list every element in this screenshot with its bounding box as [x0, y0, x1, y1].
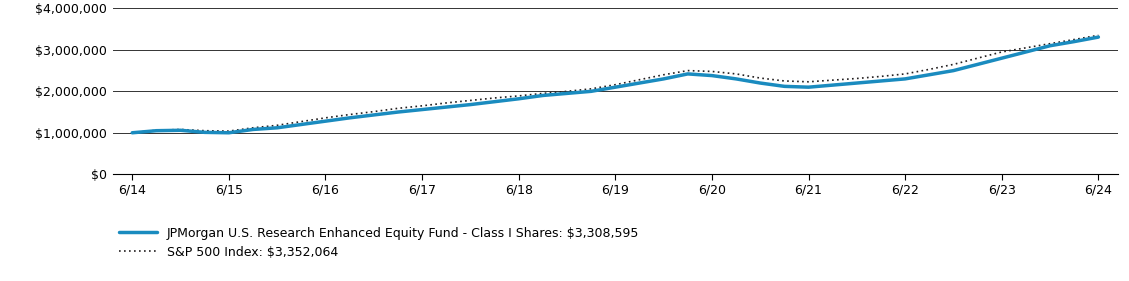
JPMorgan U.S. Research Enhanced Equity Fund - Class I Shares: $3,308,595: (0.5, 1.06e+06): $3,308,595: (0.5, 1.06e+06) — [174, 129, 187, 132]
S&P 500 Index: $3,352,064: (3, 1.65e+06): $3,352,064: (3, 1.65e+06) — [415, 104, 429, 108]
JPMorgan U.S. Research Enhanced Equity Fund - Class I Shares: $3,308,595: (6, 2.38e+06): $3,308,595: (6, 2.38e+06) — [706, 74, 719, 77]
S&P 500 Index: $3,352,064: (2.75, 1.59e+06): $3,352,064: (2.75, 1.59e+06) — [391, 106, 404, 110]
JPMorgan U.S. Research Enhanced Equity Fund - Class I Shares: $3,308,595: (5.75, 2.42e+06): $3,308,595: (5.75, 2.42e+06) — [681, 72, 694, 76]
S&P 500 Index: $3,352,064: (1.75, 1.27e+06): $3,352,064: (1.75, 1.27e+06) — [295, 120, 308, 123]
JPMorgan U.S. Research Enhanced Equity Fund - Class I Shares: $3,308,595: (0, 1e+06): $3,308,595: (0, 1e+06) — [125, 131, 139, 135]
S&P 500 Index: $3,352,064: (9, 2.95e+06): $3,352,064: (9, 2.95e+06) — [995, 50, 1008, 54]
JPMorgan U.S. Research Enhanced Equity Fund - Class I Shares: $3,308,595: (4.5, 1.95e+06): $3,308,595: (4.5, 1.95e+06) — [560, 92, 574, 95]
JPMorgan U.S. Research Enhanced Equity Fund - Class I Shares: $3,308,595: (0.75, 1.01e+06): $3,308,595: (0.75, 1.01e+06) — [198, 131, 211, 134]
Line: S&P 500 Index: $3,352,064: S&P 500 Index: $3,352,064 — [132, 35, 1099, 133]
JPMorgan U.S. Research Enhanced Equity Fund - Class I Shares: $3,308,595: (8, 2.3e+06): $3,308,595: (8, 2.3e+06) — [899, 77, 912, 81]
JPMorgan U.S. Research Enhanced Equity Fund - Class I Shares: $3,308,595: (2.25, 1.36e+06): $3,308,595: (2.25, 1.36e+06) — [343, 116, 357, 119]
JPMorgan U.S. Research Enhanced Equity Fund - Class I Shares: $3,308,595: (3.75, 1.75e+06): $3,308,595: (3.75, 1.75e+06) — [488, 100, 501, 103]
S&P 500 Index: $3,352,064: (8.75, 2.8e+06): $3,352,064: (8.75, 2.8e+06) — [971, 56, 984, 60]
JPMorgan U.S. Research Enhanced Equity Fund - Class I Shares: $3,308,595: (1.5, 1.12e+06): $3,308,595: (1.5, 1.12e+06) — [270, 126, 283, 130]
JPMorgan U.S. Research Enhanced Equity Fund - Class I Shares: $3,308,595: (0.25, 1.05e+06): $3,308,595: (0.25, 1.05e+06) — [150, 129, 164, 132]
S&P 500 Index: $3,352,064: (10, 3.35e+06): $3,352,064: (10, 3.35e+06) — [1092, 34, 1105, 37]
JPMorgan U.S. Research Enhanced Equity Fund - Class I Shares: $3,308,595: (1.75, 1.2e+06): $3,308,595: (1.75, 1.2e+06) — [295, 123, 308, 126]
JPMorgan U.S. Research Enhanced Equity Fund - Class I Shares: $3,308,595: (6.25, 2.3e+06): $3,308,595: (6.25, 2.3e+06) — [729, 77, 743, 81]
S&P 500 Index: $3,352,064: (6.5, 2.32e+06): $3,352,064: (6.5, 2.32e+06) — [753, 76, 767, 80]
Legend: JPMorgan U.S. Research Enhanced Equity Fund - Class I Shares: $3,308,595, S&P 50: JPMorgan U.S. Research Enhanced Equity F… — [120, 227, 639, 259]
JPMorgan U.S. Research Enhanced Equity Fund - Class I Shares: $3,308,595: (2.75, 1.5e+06): $3,308,595: (2.75, 1.5e+06) — [391, 110, 404, 114]
S&P 500 Index: $3,352,064: (6, 2.48e+06): $3,352,064: (6, 2.48e+06) — [706, 70, 719, 73]
JPMorgan U.S. Research Enhanced Equity Fund - Class I Shares: $3,308,595: (4.75, 2e+06): $3,308,595: (4.75, 2e+06) — [585, 90, 598, 93]
JPMorgan U.S. Research Enhanced Equity Fund - Class I Shares: $3,308,595: (2.5, 1.43e+06): $3,308,595: (2.5, 1.43e+06) — [367, 113, 380, 117]
S&P 500 Index: $3,352,064: (3.75, 1.84e+06): $3,352,064: (3.75, 1.84e+06) — [488, 96, 501, 100]
S&P 500 Index: $3,352,064: (3.5, 1.78e+06): $3,352,064: (3.5, 1.78e+06) — [464, 99, 478, 102]
JPMorgan U.S. Research Enhanced Equity Fund - Class I Shares: $3,308,595: (9.5, 3.1e+06): $3,308,595: (9.5, 3.1e+06) — [1043, 44, 1057, 47]
S&P 500 Index: $3,352,064: (7, 2.23e+06): $3,352,064: (7, 2.23e+06) — [802, 80, 815, 83]
S&P 500 Index: $3,352,064: (1, 1.04e+06): $3,352,064: (1, 1.04e+06) — [222, 130, 236, 133]
JPMorgan U.S. Research Enhanced Equity Fund - Class I Shares: $3,308,595: (9, 2.8e+06): $3,308,595: (9, 2.8e+06) — [995, 56, 1008, 60]
S&P 500 Index: $3,352,064: (2.25, 1.44e+06): $3,352,064: (2.25, 1.44e+06) — [343, 113, 357, 116]
S&P 500 Index: $3,352,064: (2.5, 1.51e+06): $3,352,064: (2.5, 1.51e+06) — [367, 110, 380, 113]
JPMorgan U.S. Research Enhanced Equity Fund - Class I Shares: $3,308,595: (8.25, 2.4e+06): $3,308,595: (8.25, 2.4e+06) — [922, 73, 936, 76]
JPMorgan U.S. Research Enhanced Equity Fund - Class I Shares: $3,308,595: (10, 3.31e+06): $3,308,595: (10, 3.31e+06) — [1092, 35, 1105, 39]
S&P 500 Index: $3,352,064: (8, 2.42e+06): $3,352,064: (8, 2.42e+06) — [899, 72, 912, 76]
S&P 500 Index: $3,352,064: (0.25, 1.06e+06): $3,352,064: (0.25, 1.06e+06) — [150, 129, 164, 132]
S&P 500 Index: $3,352,064: (3.25, 1.72e+06): $3,352,064: (3.25, 1.72e+06) — [439, 101, 453, 105]
JPMorgan U.S. Research Enhanced Equity Fund - Class I Shares: $3,308,595: (3, 1.56e+06): $3,308,595: (3, 1.56e+06) — [415, 108, 429, 111]
JPMorgan U.S. Research Enhanced Equity Fund - Class I Shares: $3,308,595: (7.5, 2.2e+06): $3,308,595: (7.5, 2.2e+06) — [850, 81, 864, 85]
JPMorgan U.S. Research Enhanced Equity Fund - Class I Shares: $3,308,595: (4, 1.82e+06): $3,308,595: (4, 1.82e+06) — [511, 97, 525, 101]
S&P 500 Index: $3,352,064: (8.25, 2.53e+06): $3,352,064: (8.25, 2.53e+06) — [922, 68, 936, 71]
JPMorgan U.S. Research Enhanced Equity Fund - Class I Shares: $3,308,595: (7, 2.1e+06): $3,308,595: (7, 2.1e+06) — [802, 85, 815, 89]
S&P 500 Index: $3,352,064: (4, 1.89e+06): $3,352,064: (4, 1.89e+06) — [511, 94, 525, 98]
S&P 500 Index: $3,352,064: (1.5, 1.18e+06): $3,352,064: (1.5, 1.18e+06) — [270, 124, 283, 127]
S&P 500 Index: $3,352,064: (6.75, 2.25e+06): $3,352,064: (6.75, 2.25e+06) — [778, 79, 791, 83]
JPMorgan U.S. Research Enhanced Equity Fund - Class I Shares: $3,308,595: (6.5, 2.2e+06): $3,308,595: (6.5, 2.2e+06) — [753, 81, 767, 85]
JPMorgan U.S. Research Enhanced Equity Fund - Class I Shares: $3,308,595: (3.25, 1.62e+06): $3,308,595: (3.25, 1.62e+06) — [439, 105, 453, 109]
S&P 500 Index: $3,352,064: (8.5, 2.65e+06): $3,352,064: (8.5, 2.65e+06) — [947, 63, 961, 66]
S&P 500 Index: $3,352,064: (0, 1e+06): $3,352,064: (0, 1e+06) — [125, 131, 139, 135]
S&P 500 Index: $3,352,064: (0.75, 1.05e+06): $3,352,064: (0.75, 1.05e+06) — [198, 129, 211, 132]
S&P 500 Index: $3,352,064: (7.25, 2.27e+06): $3,352,064: (7.25, 2.27e+06) — [826, 78, 840, 82]
JPMorgan U.S. Research Enhanced Equity Fund - Class I Shares: $3,308,595: (4.25, 1.9e+06): $3,308,595: (4.25, 1.9e+06) — [536, 94, 550, 97]
S&P 500 Index: $3,352,064: (2, 1.36e+06): $3,352,064: (2, 1.36e+06) — [318, 116, 332, 119]
JPMorgan U.S. Research Enhanced Equity Fund - Class I Shares: $3,308,595: (2, 1.28e+06): $3,308,595: (2, 1.28e+06) — [318, 119, 332, 123]
S&P 500 Index: $3,352,064: (0.5, 1.08e+06): $3,352,064: (0.5, 1.08e+06) — [174, 128, 187, 131]
JPMorgan U.S. Research Enhanced Equity Fund - Class I Shares: $3,308,595: (5, 2.1e+06): $3,308,595: (5, 2.1e+06) — [609, 85, 622, 89]
JPMorgan U.S. Research Enhanced Equity Fund - Class I Shares: $3,308,595: (8.75, 2.65e+06): $3,308,595: (8.75, 2.65e+06) — [971, 63, 984, 66]
Line: JPMorgan U.S. Research Enhanced Equity Fund - Class I Shares: $3,308,595: JPMorgan U.S. Research Enhanced Equity F… — [132, 37, 1099, 133]
S&P 500 Index: $3,352,064: (9.25, 3.05e+06): $3,352,064: (9.25, 3.05e+06) — [1019, 46, 1033, 49]
S&P 500 Index: $3,352,064: (4.25, 1.95e+06): $3,352,064: (4.25, 1.95e+06) — [536, 92, 550, 95]
S&P 500 Index: $3,352,064: (5.75, 2.5e+06): $3,352,064: (5.75, 2.5e+06) — [681, 69, 694, 72]
JPMorgan U.S. Research Enhanced Equity Fund - Class I Shares: $3,308,595: (6.75, 2.12e+06): $3,308,595: (6.75, 2.12e+06) — [778, 85, 791, 88]
S&P 500 Index: $3,352,064: (4.75, 2.06e+06): $3,352,064: (4.75, 2.06e+06) — [585, 87, 598, 90]
JPMorgan U.S. Research Enhanced Equity Fund - Class I Shares: $3,308,595: (5.5, 2.3e+06): $3,308,595: (5.5, 2.3e+06) — [657, 77, 671, 81]
JPMorgan U.S. Research Enhanced Equity Fund - Class I Shares: $3,308,595: (1.25, 1.08e+06): $3,308,595: (1.25, 1.08e+06) — [246, 128, 260, 131]
S&P 500 Index: $3,352,064: (9.5, 3.15e+06): $3,352,064: (9.5, 3.15e+06) — [1043, 42, 1057, 45]
S&P 500 Index: $3,352,064: (5, 2.16e+06): $3,352,064: (5, 2.16e+06) — [609, 83, 622, 86]
JPMorgan U.S. Research Enhanced Equity Fund - Class I Shares: $3,308,595: (7.25, 2.15e+06): $3,308,595: (7.25, 2.15e+06) — [826, 83, 840, 87]
S&P 500 Index: $3,352,064: (5.25, 2.28e+06): $3,352,064: (5.25, 2.28e+06) — [632, 78, 646, 81]
S&P 500 Index: $3,352,064: (7.5, 2.31e+06): $3,352,064: (7.5, 2.31e+06) — [850, 77, 864, 80]
JPMorgan U.S. Research Enhanced Equity Fund - Class I Shares: $3,308,595: (8.5, 2.5e+06): $3,308,595: (8.5, 2.5e+06) — [947, 69, 961, 72]
S&P 500 Index: $3,352,064: (1.25, 1.12e+06): $3,352,064: (1.25, 1.12e+06) — [246, 126, 260, 130]
JPMorgan U.S. Research Enhanced Equity Fund - Class I Shares: $3,308,595: (7.75, 2.25e+06): $3,308,595: (7.75, 2.25e+06) — [874, 79, 887, 83]
JPMorgan U.S. Research Enhanced Equity Fund - Class I Shares: $3,308,595: (9.75, 3.2e+06): $3,308,595: (9.75, 3.2e+06) — [1067, 40, 1080, 43]
JPMorgan U.S. Research Enhanced Equity Fund - Class I Shares: $3,308,595: (1, 1e+06): $3,308,595: (1, 1e+06) — [222, 131, 236, 135]
S&P 500 Index: $3,352,064: (5.5, 2.4e+06): $3,352,064: (5.5, 2.4e+06) — [657, 73, 671, 76]
JPMorgan U.S. Research Enhanced Equity Fund - Class I Shares: $3,308,595: (3.5, 1.68e+06): $3,308,595: (3.5, 1.68e+06) — [464, 103, 478, 106]
S&P 500 Index: $3,352,064: (7.75, 2.36e+06): $3,352,064: (7.75, 2.36e+06) — [874, 75, 887, 78]
S&P 500 Index: $3,352,064: (4.5, 2e+06): $3,352,064: (4.5, 2e+06) — [560, 90, 574, 93]
JPMorgan U.S. Research Enhanced Equity Fund - Class I Shares: $3,308,595: (5.25, 2.2e+06): $3,308,595: (5.25, 2.2e+06) — [632, 81, 646, 85]
S&P 500 Index: $3,352,064: (6.25, 2.42e+06): $3,352,064: (6.25, 2.42e+06) — [729, 72, 743, 76]
JPMorgan U.S. Research Enhanced Equity Fund - Class I Shares: $3,308,595: (9.25, 2.95e+06): $3,308,595: (9.25, 2.95e+06) — [1019, 50, 1033, 54]
S&P 500 Index: $3,352,064: (9.75, 3.25e+06): $3,352,064: (9.75, 3.25e+06) — [1067, 38, 1080, 41]
